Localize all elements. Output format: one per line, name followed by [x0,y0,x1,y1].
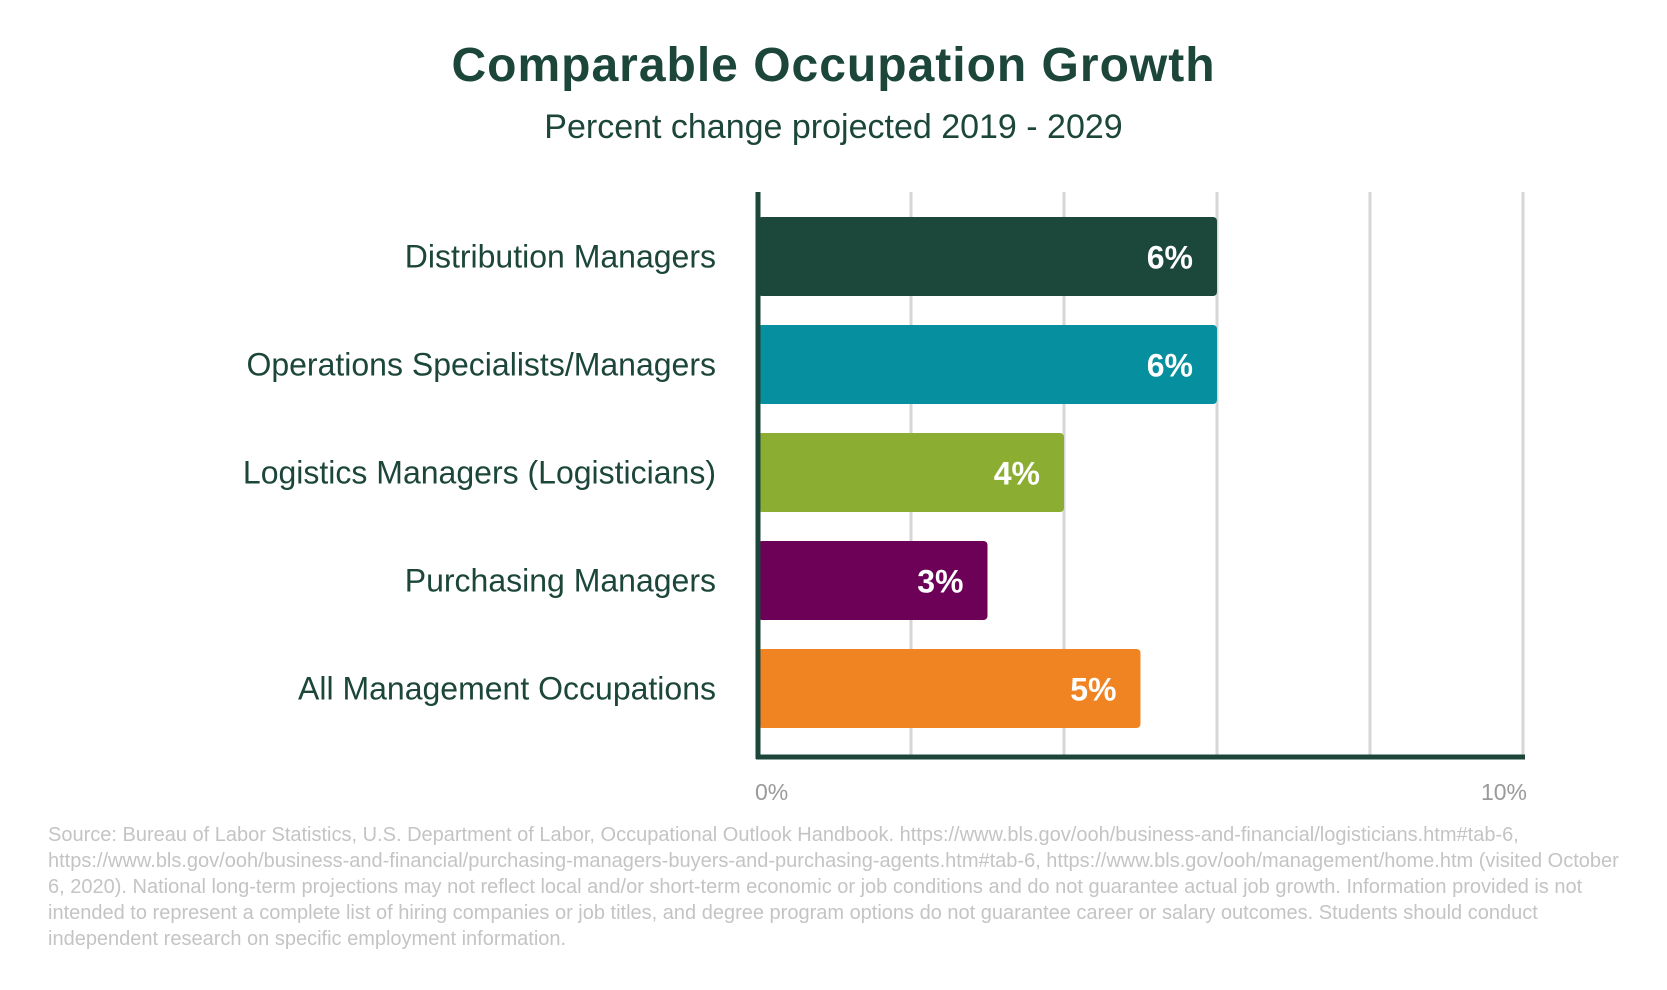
chart-subtitle: Percent change projected 2019 - 2029 [544,108,1123,146]
chart-title: Comparable Occupation Growth [451,39,1216,92]
bar [758,325,1217,404]
category-label: Distribution Managers [405,239,716,275]
data-label: 6% [1147,348,1193,384]
data-label: 6% [1147,240,1193,276]
x-tick-label: 0% [755,779,788,805]
category-label: Purchasing Managers [405,563,716,599]
data-label: 4% [994,456,1040,492]
bar [758,649,1141,728]
category-label: All Management Occupations [298,671,716,707]
bar [758,217,1217,296]
x-tick-label: 10% [1481,779,1527,805]
bar [758,541,988,620]
category-label: Operations Specialists/Managers [246,347,716,383]
source-note: Source: Bureau of Labor Statistics, U.S.… [48,824,1619,950]
category-label: Logistics Managers (Logisticians) [243,455,716,491]
data-label: 3% [917,564,963,600]
data-label: 5% [1070,672,1116,708]
bar [758,433,1064,512]
